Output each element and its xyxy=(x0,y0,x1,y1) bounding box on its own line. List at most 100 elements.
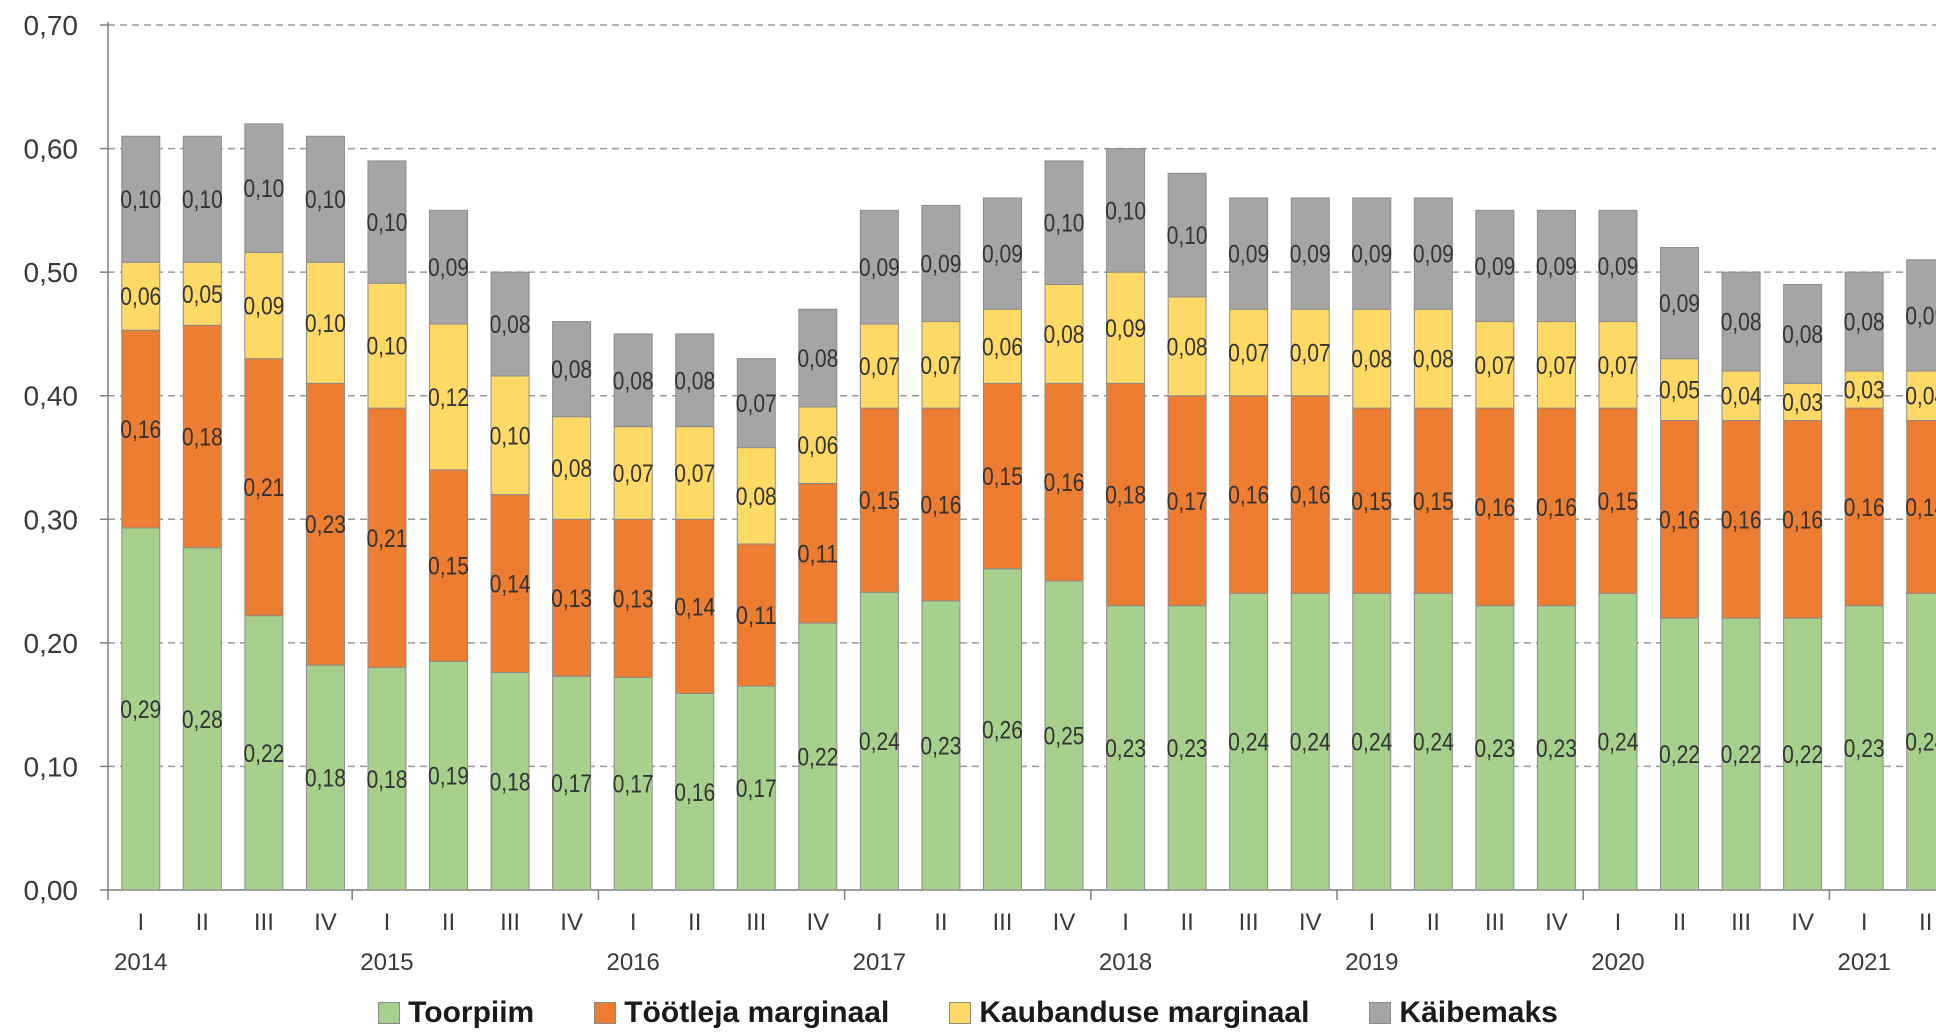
data-label: 0,16 xyxy=(1721,506,1762,534)
x-category-label: IV xyxy=(314,909,337,936)
bar-segment-k-ibemaks xyxy=(1660,246,1700,360)
data-label: 0,09 xyxy=(1905,302,1936,330)
bar-segment-k-ibemaks xyxy=(613,333,653,428)
data-label: 0,23 xyxy=(1844,735,1885,763)
bar-segment-k-ibemaks xyxy=(1721,271,1761,372)
x-category-label: I xyxy=(1368,909,1375,936)
data-label: 0,13 xyxy=(613,585,654,613)
bar-segment-k-ibemaks xyxy=(921,204,961,323)
data-label: 0,04 xyxy=(1905,383,1936,411)
bar-segment-k-ibemaks xyxy=(1598,209,1638,323)
bar-segment-t-tleja-marginaal xyxy=(1413,407,1453,594)
data-label: 0,11 xyxy=(736,602,777,630)
bar-segment-kaubanduse-marginaal xyxy=(859,323,899,409)
x-category-label: IV xyxy=(1791,909,1814,936)
y-tick-label: 0,50 xyxy=(24,257,79,288)
data-label: 0,08 xyxy=(1167,333,1208,361)
data-label: 0,08 xyxy=(674,367,715,395)
bar-segment-kaubanduse-marginaal xyxy=(1290,308,1330,397)
x-year-label: 2021 xyxy=(1837,949,1890,976)
bar-segment-t-tleja-marginaal xyxy=(429,469,469,662)
bar-segment-toorpiim xyxy=(1167,605,1207,891)
x-category-label: III xyxy=(1731,909,1751,936)
data-label: 0,22 xyxy=(1721,741,1762,769)
bar-segment-k-ibemaks xyxy=(305,135,345,263)
data-label: 0,15 xyxy=(1351,488,1392,516)
data-label: 0,10 xyxy=(366,333,407,361)
bar-segment-t-tleja-marginaal xyxy=(675,518,715,695)
data-label: 0,24 xyxy=(1597,729,1638,757)
data-label: 0,04 xyxy=(1721,383,1762,411)
data-label: 0,10 xyxy=(1105,197,1146,225)
bar-segment-k-ibemaks xyxy=(1536,209,1576,323)
data-label: 0,24 xyxy=(859,728,900,756)
bar-segment-toorpiim xyxy=(1229,592,1269,891)
data-label: 0,03 xyxy=(1844,377,1885,405)
data-label: 0,23 xyxy=(1167,735,1208,763)
data-label: 0,07 xyxy=(1228,339,1269,367)
data-label: 0,09 xyxy=(1536,253,1577,281)
data-label: 0,10 xyxy=(366,209,407,237)
bar-segment-k-ibemaks xyxy=(1229,197,1269,310)
bar-segment-t-tleja-marginaal xyxy=(1536,407,1576,607)
data-label: 0,16 xyxy=(1290,482,1331,510)
data-label: 0,18 xyxy=(490,768,531,796)
data-label: 0,23 xyxy=(1105,735,1146,763)
bar-segment-toorpiim xyxy=(305,664,345,891)
data-labels: 0,29 0,16 0,06 0,10 0,28 0,18 0,05 0,10 0,22 0,21… xyxy=(120,175,1936,807)
bar-segment-k-ibemaks xyxy=(736,358,776,449)
bar-segment-t-tleja-marginaal xyxy=(1844,407,1884,607)
bar-segment-kaubanduse-marginaal xyxy=(1660,358,1700,421)
bar-segment-toorpiim xyxy=(1475,605,1515,891)
data-label: 0,08 xyxy=(1844,309,1885,337)
data-label: 0,06 xyxy=(982,333,1023,361)
data-label: 0,08 xyxy=(551,455,592,483)
bar-segment-kaubanduse-marginaal xyxy=(1906,370,1936,421)
data-label: 0,07 xyxy=(613,460,654,488)
bar-segment-t-tleja-marginaal xyxy=(1721,419,1761,619)
bar-segment-t-tleja-marginaal xyxy=(613,518,653,678)
bar-segment-toorpiim xyxy=(1044,580,1084,891)
data-label: 0,10 xyxy=(1044,210,1085,238)
gridlines xyxy=(108,24,1936,768)
bar-segment-toorpiim xyxy=(1413,592,1453,891)
data-label: 0,08 xyxy=(1351,346,1392,374)
bar-segment-k-ibemaks xyxy=(1044,160,1084,285)
bar-segment-t-tleja-marginaal xyxy=(552,518,592,677)
bar-segment-t-tleja-marginaal xyxy=(182,324,222,549)
x-category-label: II xyxy=(1919,909,1932,936)
data-label: 0,09 xyxy=(243,293,284,321)
data-label: 0,09 xyxy=(1290,241,1331,269)
x-category-label: II xyxy=(1180,909,1193,936)
x-category-label: III xyxy=(992,909,1012,936)
x-year-label: 2018 xyxy=(1099,949,1152,976)
bar-segment-toorpiim xyxy=(1721,617,1761,891)
data-label: 0,07 xyxy=(736,390,777,418)
bar-segment-t-tleja-marginaal xyxy=(305,382,345,666)
bar-segment-t-tleja-marginaal xyxy=(367,407,407,669)
data-label: 0,10 xyxy=(490,422,531,450)
data-label: 0,07 xyxy=(1536,352,1577,380)
stacked-bar-chart: 0,29 0,16 0,06 0,10 0,28 0,18 0,05 0,10 0,22 0,21… xyxy=(24,10,1936,976)
legend-item-kaibemaks: Käibemaks xyxy=(1369,996,1558,1030)
bar-segment-t-tleja-marginaal xyxy=(859,407,899,593)
x-category-label: I xyxy=(1615,909,1622,936)
data-label: 0,24 xyxy=(1228,729,1269,757)
bar-segment-kaubanduse-marginaal xyxy=(244,251,284,360)
data-label: 0,16 xyxy=(1844,494,1885,522)
data-label: 0,09 xyxy=(920,250,961,278)
bar-segment-kaubanduse-marginaal xyxy=(182,261,222,326)
data-label: 0,08 xyxy=(1782,321,1823,349)
data-label: 0,09 xyxy=(1659,290,1700,318)
bar-segment-kaubanduse-marginaal xyxy=(1536,321,1576,409)
x-category-label: IV xyxy=(1545,909,1568,936)
data-label: 0,10 xyxy=(120,186,161,214)
bar-segment-kaubanduse-marginaal xyxy=(1721,370,1761,421)
data-label: 0,21 xyxy=(366,525,407,553)
bar-segment-k-ibemaks xyxy=(798,308,838,408)
legend-swatch-kaibemaks xyxy=(1369,1001,1392,1024)
bar-segment-toorpiim xyxy=(798,622,838,891)
bar-segment-toorpiim xyxy=(121,527,161,891)
x-year-label: 2014 xyxy=(114,949,167,976)
